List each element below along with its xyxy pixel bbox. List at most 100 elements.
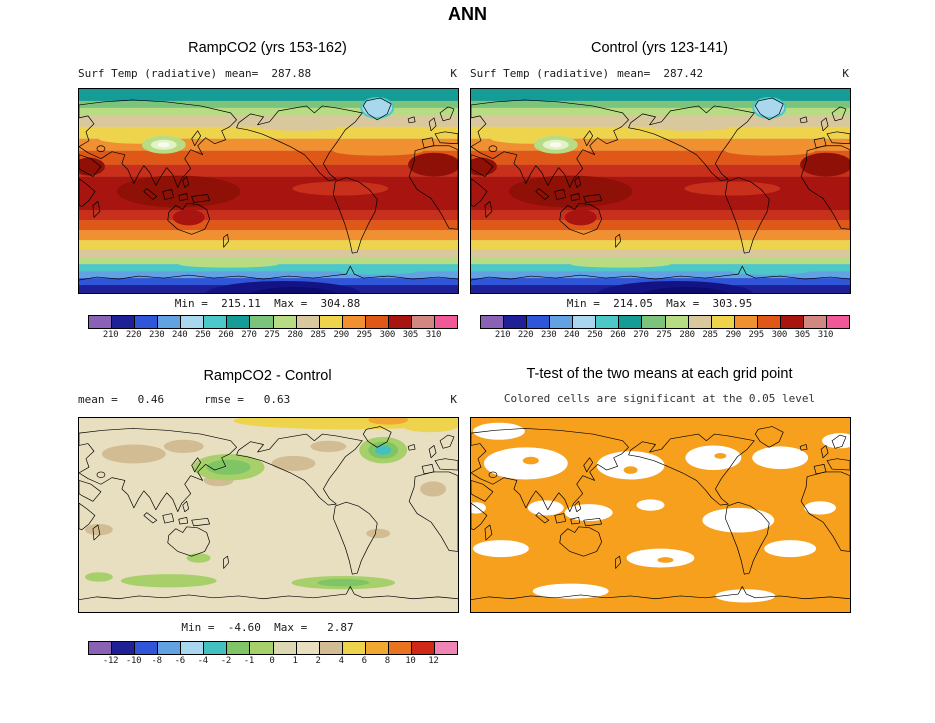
colorbar-cell — [596, 316, 620, 328]
variable-label: Surf Temp (radiative) — [470, 67, 610, 80]
colorbar-tick-label: 310 — [817, 330, 834, 340]
colorbar-tick-label: -8 — [151, 656, 163, 666]
colorbar-tick-label: -1 — [243, 656, 255, 666]
panel-title-rampco2: RampCO2 (yrs 153-162) — [188, 40, 347, 56]
rmse-value: rmse = 0.63 — [204, 393, 291, 406]
colorbar-cell — [89, 316, 113, 328]
colorbar-cell — [481, 316, 505, 328]
panel-title-control: Control (yrs 123-141) — [591, 40, 728, 56]
units-label: K — [842, 67, 849, 80]
colorbar-tick-label: 300 — [771, 330, 788, 340]
colorbar-cell — [181, 642, 205, 654]
colorbar-tick-label: 250 — [587, 330, 603, 340]
colorbar-cell — [780, 316, 804, 328]
colorbar-cell — [711, 316, 735, 328]
colorbar-temp-right — [480, 315, 850, 329]
colorbar-cell — [319, 642, 343, 654]
colorbar-tick-label: 295 — [748, 330, 765, 340]
colorbar-tick-label: 300 — [379, 330, 396, 340]
colorbar-diff — [88, 641, 458, 655]
colorbar-tick-label: 210 — [494, 330, 511, 340]
colorbar-cell — [135, 316, 159, 328]
stats-row-difference: mean = 0.46 rmse = 0.63 K — [78, 393, 457, 406]
variable-label: Surf Temp (radiative) — [78, 67, 218, 80]
ttest-subtitle: Colored cells are significant at the 0.0… — [503, 392, 816, 405]
colorbar-tick-label: 295 — [356, 330, 373, 340]
colorbar-cell — [688, 316, 712, 328]
colorbar-tick-label: 290 — [333, 330, 349, 340]
stats-row-rampco2: Surf Temp (radiative) mean= 287.88 K — [78, 67, 457, 80]
colorbar-tick-label: 270 — [633, 330, 649, 340]
colorbar-tick-label: 1 — [292, 656, 298, 666]
colorbar-tick-label: 285 — [702, 330, 718, 340]
colorbar-ticks-diff: -12 -10 -8 -6 -4 -2 -1 0 1 2 4 6 8 10 12 — [88, 656, 456, 666]
minmax-control: Min = 214.05 Max = 303.95 — [566, 297, 753, 310]
colorbar-cell — [158, 642, 182, 654]
colorbar-cell — [388, 316, 412, 328]
colorbar-tick-label: 6 — [361, 656, 367, 666]
stats-row-control: Surf Temp (radiative) mean= 287.42 K — [470, 67, 849, 80]
colorbar-cell — [826, 316, 849, 328]
colorbar-cell — [181, 316, 205, 328]
colorbar-cell — [204, 642, 228, 654]
colorbar-tick-label: 280 — [679, 330, 695, 340]
mean-value: mean= 287.42 — [617, 67, 704, 80]
minmax-rampco2: Min = 215.11 Max = 304.88 — [174, 297, 361, 310]
map-control-surface-temp — [470, 88, 851, 294]
colorbar-cell — [365, 316, 389, 328]
colorbar-tick-label: 0 — [269, 656, 275, 666]
colorbar-cell — [527, 316, 551, 328]
colorbar-tick-label: 260 — [610, 330, 626, 340]
colorbar-tick-label: 310 — [425, 330, 442, 340]
panel-title-ttest: T-test of the two means at each grid poi… — [526, 366, 793, 382]
colorbar-cell — [411, 316, 435, 328]
colorbar-cell — [388, 642, 412, 654]
colorbar-cell — [89, 642, 113, 654]
colorbar-cell — [158, 316, 182, 328]
colorbar-tick-label: -10 — [125, 656, 142, 666]
minmax-difference: Min = -4.60 Max = 2.87 — [181, 621, 354, 634]
colorbar-temp-left — [88, 315, 458, 329]
colorbar-cell — [273, 642, 297, 654]
panel-title-difference: RampCO2 - Control — [203, 368, 332, 384]
colorbar-tick-label: 220 — [517, 330, 534, 340]
colorbar-cell — [342, 642, 366, 654]
colorbar-cell — [135, 642, 159, 654]
colorbar-cell — [642, 316, 666, 328]
colorbar-cell — [434, 316, 457, 328]
colorbar-cell — [573, 316, 597, 328]
colorbar-cell — [204, 316, 228, 328]
colorbar-tick-label: 275 — [264, 330, 280, 340]
colorbar-tick-label: 275 — [656, 330, 672, 340]
colorbar-tick-label: 10 — [405, 656, 416, 666]
colorbar-ticks-temp-right: 210 220 230 240 250 260 270 275 280 285 290 295 300 3… — [480, 330, 848, 340]
colorbar-tick-label: 270 — [241, 330, 257, 340]
colorbar-cell — [365, 642, 389, 654]
colorbar-cell — [112, 642, 136, 654]
colorbar-tick-label: 280 — [287, 330, 303, 340]
units-label: K — [450, 67, 457, 80]
colorbar-tick-label: -2 — [220, 656, 232, 666]
colorbar-tick-label: -4 — [197, 656, 209, 666]
colorbar-tick-label: 240 — [564, 330, 580, 340]
colorbar-tick-label: 290 — [725, 330, 741, 340]
units-label: K — [450, 393, 457, 406]
colorbar-tick-label: 230 — [148, 330, 165, 340]
colorbar-cell — [619, 316, 643, 328]
map-rampco2-surface-temp — [78, 88, 459, 294]
colorbar-tick-label: 4 — [338, 656, 344, 666]
colorbar-tick-label: 230 — [540, 330, 557, 340]
colorbar-cell — [757, 316, 781, 328]
map-difference — [78, 417, 459, 613]
colorbar-cell — [227, 316, 251, 328]
colorbar-cell — [112, 316, 136, 328]
colorbar-tick-label: 285 — [310, 330, 326, 340]
colorbar-tick-label: 240 — [172, 330, 188, 340]
colorbar-cell — [342, 316, 366, 328]
colorbar-tick-label: 250 — [195, 330, 211, 340]
colorbar-cell — [296, 316, 320, 328]
colorbar-cell — [319, 316, 343, 328]
colorbar-tick-label: 260 — [218, 330, 234, 340]
colorbar-cell — [665, 316, 689, 328]
